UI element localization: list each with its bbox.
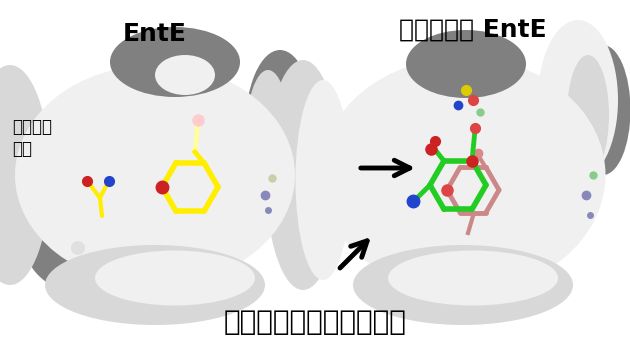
Ellipse shape [295,80,350,280]
Text: EntE: EntE [123,22,187,46]
Ellipse shape [406,30,526,98]
Ellipse shape [265,60,340,290]
Ellipse shape [45,245,265,325]
Ellipse shape [155,55,215,95]
Ellipse shape [0,65,50,285]
Circle shape [71,241,85,255]
Ellipse shape [575,45,630,175]
Text: 拡張された基質結合部位: 拡張された基質結合部位 [224,308,406,336]
Ellipse shape [95,251,255,306]
Text: 改変された EntE: 改変された EntE [399,18,547,42]
Ellipse shape [538,20,618,180]
Ellipse shape [246,70,290,210]
Ellipse shape [321,58,605,293]
Ellipse shape [423,36,523,100]
Ellipse shape [25,195,155,295]
Ellipse shape [245,50,315,210]
Ellipse shape [110,27,240,97]
Ellipse shape [388,251,558,306]
Ellipse shape [353,245,573,325]
Ellipse shape [567,55,609,175]
Ellipse shape [15,65,295,285]
Text: 変異導入
部位: 変異導入 部位 [12,118,52,158]
Ellipse shape [135,35,235,95]
